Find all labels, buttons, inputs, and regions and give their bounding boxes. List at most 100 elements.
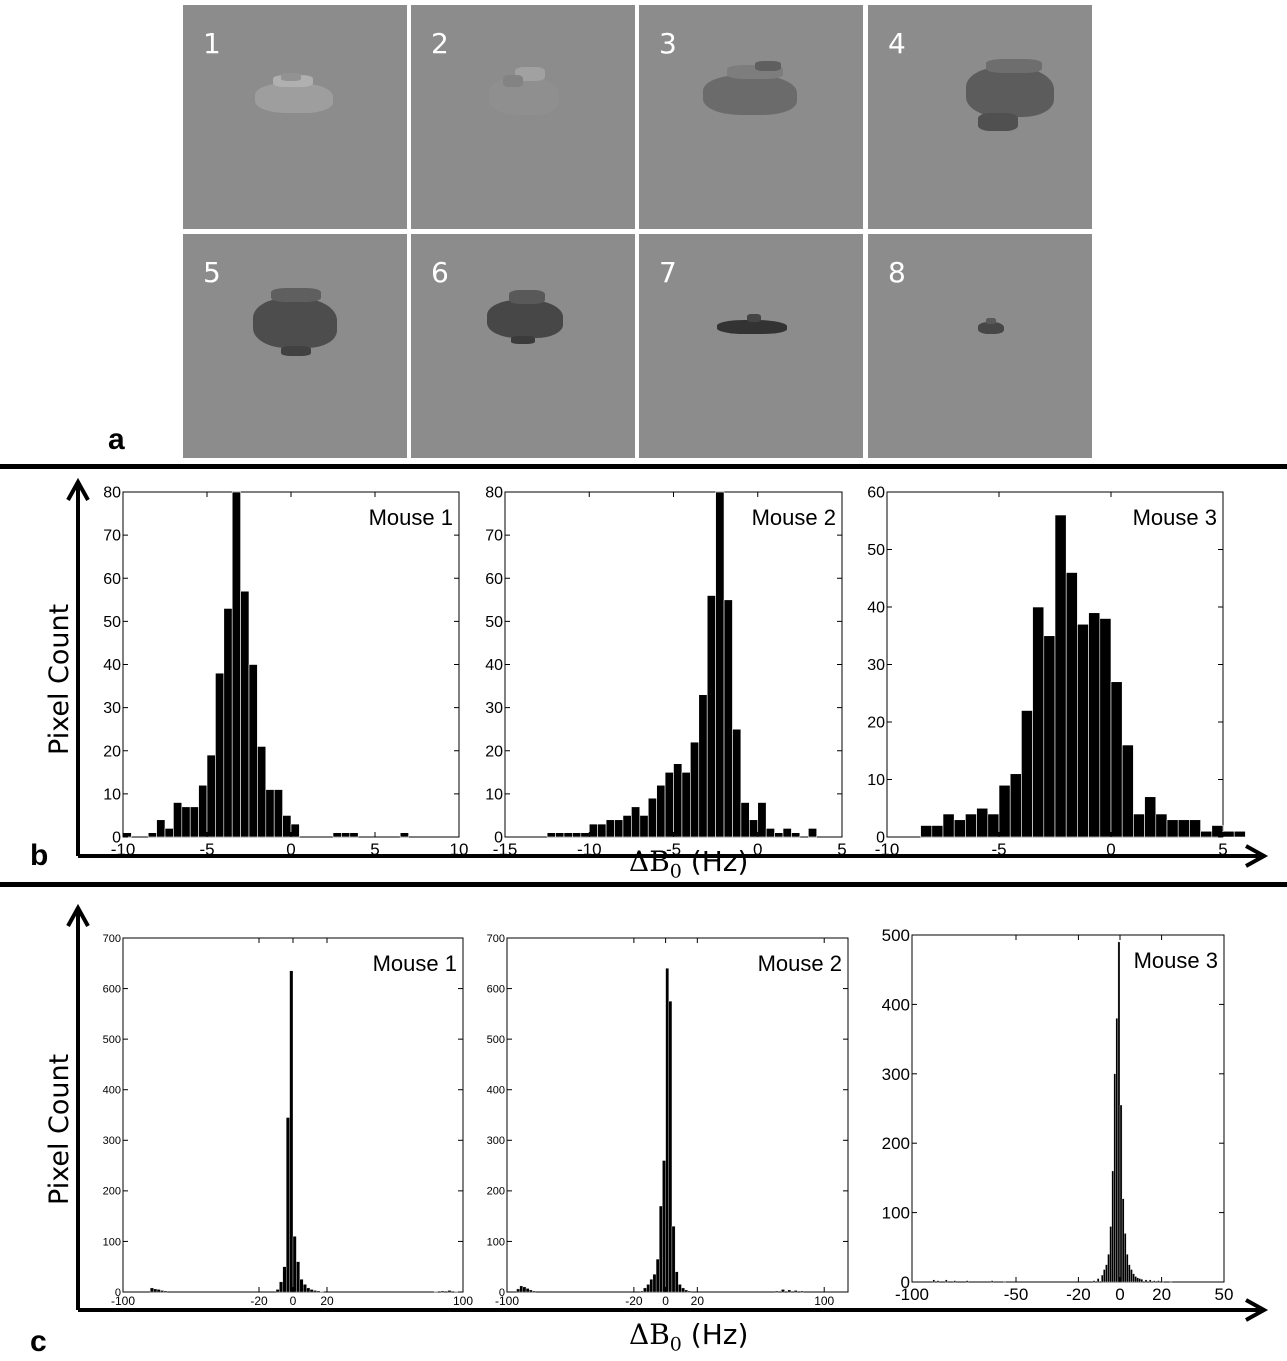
y-tick-label: 60 <box>485 571 503 588</box>
histogram-bar <box>1105 1264 1108 1283</box>
histogram-bar <box>454 1291 459 1293</box>
histogram-bar <box>681 772 691 838</box>
x-tick-label: -10 <box>577 840 602 859</box>
histogram-bar <box>1121 744 1134 838</box>
series-title: Mouse 2 <box>752 505 836 530</box>
y-tick-label: 400 <box>487 1085 505 1097</box>
histogram-bar <box>936 1280 940 1283</box>
histogram-bar <box>290 823 300 838</box>
image-tile-number: 3 <box>659 27 677 60</box>
tissue-blob <box>755 61 781 71</box>
x-axis-arrowhead <box>1245 844 1269 868</box>
histogram-bar <box>597 823 607 838</box>
histogram-bar <box>965 1280 969 1283</box>
y-tick-label: 400 <box>103 1085 121 1097</box>
histogram-bar <box>349 832 359 838</box>
histogram-bar <box>215 672 225 838</box>
y-tick-label: 600 <box>103 983 121 995</box>
histogram-bar <box>248 664 258 838</box>
series-title: Mouse 2 <box>758 951 842 976</box>
histogram-bar <box>181 806 191 838</box>
histogram-bar <box>447 1290 452 1293</box>
histogram-bar <box>1096 1278 1100 1283</box>
x-tick-label: 0 <box>1115 1285 1124 1304</box>
y-tick-label: 30 <box>485 700 503 717</box>
histogram-bar <box>1233 830 1246 838</box>
histogram-bar <box>303 1284 307 1293</box>
y-tick-label: 20 <box>485 743 503 760</box>
x-tick-label: -100 <box>111 1294 135 1308</box>
x-tick-label: -10 <box>111 840 136 859</box>
histogram-bar <box>163 1290 168 1293</box>
histogram-mouse-1: 0 10 20 30 40 50 60 70 80 -10 -5 0 5 10 Mouse 1 <box>103 485 468 859</box>
y-tick-label: 40 <box>867 600 885 617</box>
histogram-bar <box>299 1279 304 1293</box>
histogram-bar <box>757 802 767 838</box>
tissue-blob <box>511 336 535 344</box>
histogram-bar <box>1153 1280 1156 1283</box>
histogram-bar <box>684 1289 688 1293</box>
x-tick-label: -20 <box>250 1294 268 1308</box>
histogram-bar <box>289 970 294 1293</box>
histogram-bar <box>1166 819 1179 838</box>
histogram-mouse-3: 0 10 20 30 40 50 60 -10 -5 0 5 Mouse 3 <box>867 485 1246 859</box>
histogram-bar <box>1155 813 1168 838</box>
tissue-blob <box>978 322 1004 334</box>
histogram-bar <box>976 807 989 838</box>
histogram-bar <box>156 819 166 838</box>
histogram-bar <box>122 832 132 838</box>
tissue-blob <box>271 288 321 302</box>
histogram-bar <box>546 832 556 838</box>
histogram-bar <box>698 694 708 838</box>
histogram-bar <box>1169 1281 1173 1283</box>
x-tick-label: 100 <box>814 1294 834 1308</box>
image-tile-number: 7 <box>659 256 677 289</box>
histogram-bar <box>153 1288 158 1293</box>
tissue-blob <box>717 320 787 334</box>
x-tick-label: -10 <box>875 840 900 859</box>
panel-c-xlabel-sub: 0 <box>669 1333 682 1356</box>
histogram-mouse-2: 0 100 200 300 400 500 600 700 -100 -20 0 20 100 Mouse… <box>487 933 849 1308</box>
histogram-bar <box>316 1290 321 1293</box>
tissue-blob <box>978 113 1018 131</box>
x-tick-label: 5 <box>370 840 379 859</box>
y-tick-label: 300 <box>103 1135 121 1147</box>
histogram-bar <box>639 815 649 838</box>
divider-top <box>0 464 1287 469</box>
panel-c-ylabel: Pixel Count <box>44 1053 75 1205</box>
x-tick-label: 0 <box>753 840 762 859</box>
histogram-bar <box>1088 612 1101 838</box>
y-tick-label: 300 <box>882 1065 910 1084</box>
y-tick-label: 300 <box>487 1135 505 1147</box>
y-tick-label: 30 <box>867 657 885 674</box>
histogram-bar <box>1109 1226 1112 1283</box>
x-tick-label: -50 <box>1004 1285 1029 1304</box>
y-tick-label: 0 <box>494 830 503 847</box>
histogram-bar <box>1111 1170 1114 1283</box>
histogram-bar <box>223 608 233 838</box>
histogram-bar <box>614 819 624 838</box>
histogram-mouse-2: 0 10 20 30 40 50 60 70 80 -15 -10 -5 0 5 Mouse 2 <box>485 485 847 859</box>
y-tick-label: 0 <box>115 1287 121 1299</box>
y-tick-label: 20 <box>103 743 121 760</box>
histogram-bar <box>1065 572 1078 838</box>
tissue-blob <box>986 59 1042 73</box>
histogram-bar <box>1121 1198 1125 1283</box>
histogram-bar <box>1043 635 1056 838</box>
histogram-bar <box>313 1290 317 1293</box>
histogram-bar <box>1157 1280 1160 1283</box>
tissue-blob <box>986 318 996 324</box>
histogram-bar <box>525 1288 530 1293</box>
histogram-bar <box>665 968 669 1293</box>
histogram-bar <box>1136 1277 1139 1283</box>
x-tick-label: 0 <box>286 840 295 859</box>
x-tick-label: -20 <box>1066 1285 1091 1304</box>
tissue-blob <box>966 67 1054 117</box>
histogram-bar <box>572 832 582 838</box>
x-axis-arrowhead <box>1245 1298 1269 1322</box>
panel-a-image-grid: 1 2 3 4 5 6 7 8 <box>183 5 1094 458</box>
y-tick-label: 40 <box>485 657 503 674</box>
histogram-bar <box>1092 1280 1096 1283</box>
histogram-bar <box>1128 1264 1131 1283</box>
y-tick-label: 0 <box>901 1273 910 1292</box>
